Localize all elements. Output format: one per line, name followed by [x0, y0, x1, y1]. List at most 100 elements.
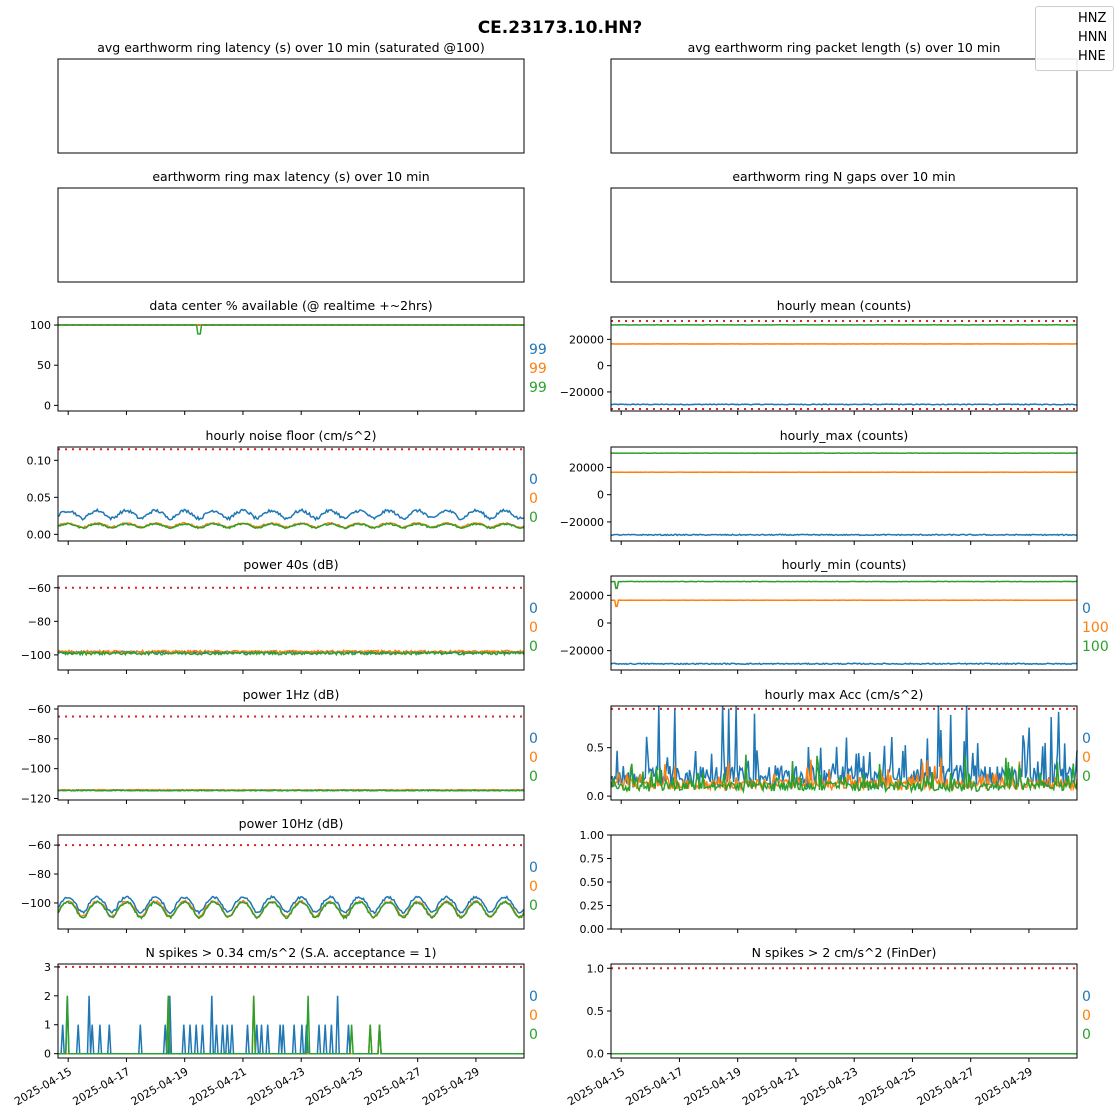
legend-item-hne: HNE — [1078, 49, 1106, 64]
x-tick-label: 2025-04-23 — [245, 1065, 307, 1108]
series-line-hne — [57, 789, 525, 792]
series-line-hnz — [611, 533, 1078, 537]
x-tick-label: 2025-04-19 — [129, 1065, 191, 1108]
y-tick-label: 0.0 — [587, 1048, 605, 1061]
plot-frame — [57, 575, 525, 671]
panel-title: power 1Hz (dB) — [243, 687, 340, 702]
y-tick-label: 3 — [44, 961, 51, 974]
y-tick-label: 0.75 — [580, 853, 605, 866]
y-tick-label: 0 — [597, 360, 604, 373]
plot-frame — [610, 58, 1078, 154]
panel-empty_panel: 0.00 0.25 0.50 0.75 1.00 — [580, 829, 1078, 936]
x-tick-label: 2025-04-15 — [12, 1065, 74, 1108]
y-tick-label: 0.0 — [587, 790, 605, 803]
series-line-hnz — [58, 995, 524, 1055]
y-tick-label: 0.00 — [27, 528, 52, 541]
panel-title: power 40s (dB) — [243, 557, 338, 572]
plot-frame — [610, 705, 1078, 801]
panel-title: N spikes > 2 cm/s^2 (FinDer) — [752, 945, 937, 960]
legend: HNZ HNN HNE — [1035, 6, 1114, 71]
x-tick-label: 2025-04-29 — [973, 1065, 1035, 1108]
plot-frame — [57, 963, 525, 1059]
panel-power_40s: power 40s (dB) −100 −80 −60 0 0 0 — [21, 557, 538, 674]
panel-title: earthworm ring N gaps over 10 min — [732, 169, 955, 184]
panel-title: hourly_max (counts) — [780, 428, 909, 443]
panel-max_latency: earthworm ring max latency (s) over 10 m… — [57, 169, 525, 283]
x-tick-label: 2025-04-15 — [565, 1065, 627, 1108]
x-tick-label: 2025-04-27 — [915, 1065, 977, 1108]
panel-hourly_min: hourly_min (counts) −20000 0 20000 0 100 100 — [560, 557, 1109, 674]
plot-frame — [610, 316, 1078, 412]
y-tick-label: −60 — [28, 582, 51, 595]
y-tick-label: 0.5 — [587, 742, 605, 755]
series-line-hnz — [57, 894, 525, 916]
x-tick-label: 2025-04-25 — [856, 1065, 918, 1108]
side-value-hne: 0 — [529, 898, 538, 914]
side-value-hnz: 0 — [1082, 731, 1091, 747]
x-tick-label: 2025-04-17 — [623, 1065, 685, 1108]
panel-availability: data center % available (@ realtime +~2h… — [30, 298, 547, 415]
y-tick-label: 1.00 — [580, 829, 605, 842]
side-value-hnz: 0 — [529, 472, 538, 488]
plot-frame — [57, 58, 525, 154]
plot-frame — [57, 446, 525, 542]
panel-spikes_2: N spikes > 2 cm/s^2 (FinDer) 0.0 0.5 1.0 0 0 0… — [565, 945, 1091, 1108]
side-value-hnn: 0 — [529, 491, 538, 507]
panel-hourly_mean: hourly mean (counts) −20000 0 20000 — [560, 298, 1078, 415]
plot-frame — [57, 705, 525, 801]
y-tick-label: 0.50 — [580, 876, 605, 889]
panel-title: avg earthworm ring latency (s) over 10 m… — [97, 40, 484, 55]
side-value-hne: 0 — [529, 1027, 538, 1043]
panel-title: hourly_min (counts) — [782, 557, 907, 572]
series-line-hne — [57, 522, 525, 530]
side-value-hnz: 0 — [1082, 989, 1091, 1005]
y-tick-label: 0.10 — [27, 454, 52, 467]
panel-title: hourly noise floor (cm/s^2) — [206, 428, 377, 443]
series-line-hnn — [58, 995, 524, 1055]
x-tick-label: 2025-04-21 — [740, 1065, 802, 1108]
panel-max_acc: hourly max Acc (cm/s^2) 0.0 0.5 0 0 0 — [587, 687, 1091, 804]
plot-frame — [610, 446, 1078, 542]
series-line-hne — [57, 900, 525, 920]
plot-frame — [610, 575, 1078, 671]
y-tick-label: 2 — [44, 990, 51, 1003]
plot-frame — [610, 187, 1078, 283]
x-tick-label: 2025-04-19 — [682, 1065, 744, 1108]
plot-frame — [57, 187, 525, 283]
y-tick-label: 0.5 — [587, 1005, 605, 1018]
panel-title: power 10Hz (dB) — [239, 816, 344, 831]
side-value-hne: 99 — [529, 380, 547, 396]
y-tick-label: 20000 — [569, 461, 604, 474]
panel-title: data center % available (@ realtime +~2h… — [149, 298, 432, 313]
legend-item-hnn: HNN — [1078, 30, 1108, 45]
series-line-hnz — [610, 662, 1077, 666]
side-value-hne: 0 — [529, 769, 538, 785]
side-value-hnn: 0 — [529, 879, 538, 895]
side-value-hnn: 99 — [529, 361, 547, 377]
y-tick-label: −60 — [28, 703, 51, 716]
x-tick-label: 2025-04-17 — [70, 1065, 132, 1108]
x-tick-label: 2025-04-25 — [303, 1065, 365, 1108]
panel-title: earthworm ring max latency (s) over 10 m… — [152, 169, 429, 184]
side-value-hnn: 0 — [529, 1008, 538, 1024]
side-value-hnn: 0 — [529, 750, 538, 766]
panel-hourly_max: hourly_max (counts) −20000 0 20000 — [560, 428, 1078, 545]
y-tick-label: 0.00 — [580, 923, 605, 936]
x-tick-label: 2025-04-29 — [420, 1065, 482, 1108]
y-tick-label: −120 — [21, 793, 51, 806]
side-value-hne: 0 — [1082, 769, 1091, 785]
plot-frame — [610, 963, 1078, 1059]
y-tick-label: −80 — [28, 868, 51, 881]
panel-title: hourly max Acc (cm/s^2) — [765, 687, 924, 702]
panel-power_10hz: power 10Hz (dB) −100 −80 −60 0 0 0 — [21, 816, 538, 933]
side-value-hne: 0 — [1082, 1027, 1091, 1043]
y-tick-label: −80 — [28, 733, 51, 746]
y-tick-label: 0.05 — [27, 491, 52, 504]
panel-spikes_034: N spikes > 0.34 cm/s^2 (S.A. acceptance … — [12, 945, 538, 1108]
y-tick-label: 0 — [597, 489, 604, 502]
side-value-hnn: 0 — [1082, 750, 1091, 766]
side-value-hnz: 0 — [529, 601, 538, 617]
y-tick-label: 0 — [597, 617, 604, 630]
side-value-hnn: 0 — [529, 620, 538, 636]
